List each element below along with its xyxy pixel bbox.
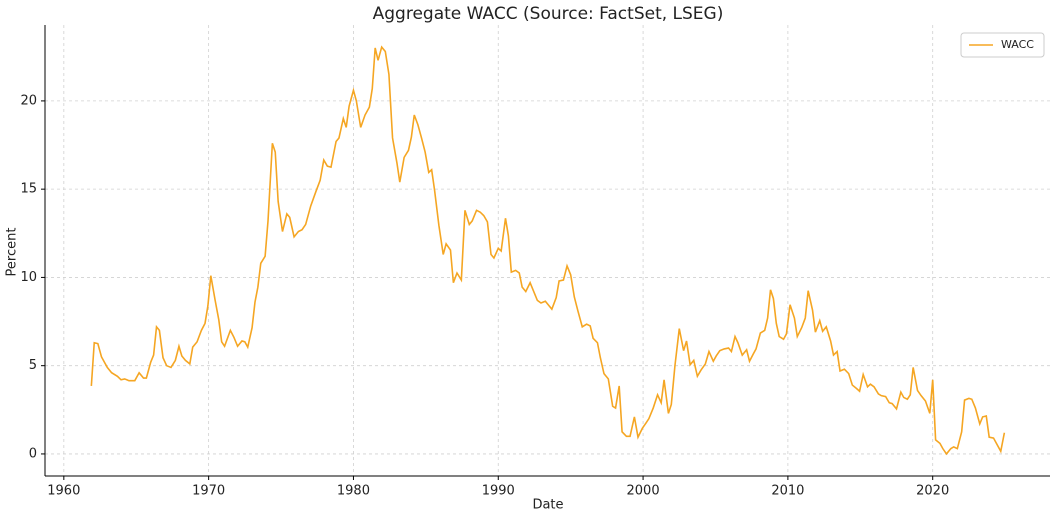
y-tick-label: 0 [29, 446, 37, 461]
x-tick-label: 1960 [47, 484, 80, 499]
y-axis-label: Percent [5, 228, 20, 277]
x-axis-label: Date [532, 498, 563, 512]
chart-title: Aggregate WACC (Source: FactSet, LSEG) [373, 4, 724, 24]
x-tick-label: 2020 [916, 484, 949, 499]
x-tick-label: 2000 [627, 484, 660, 499]
y-tick-label: 20 [20, 93, 37, 108]
y-tick-label: 15 [20, 182, 37, 197]
legend: WACC [960, 32, 1045, 58]
x-tick-label: 2010 [771, 484, 804, 499]
x-tick-label: 1970 [192, 484, 225, 499]
line-series [90, 45, 1006, 456]
y-tick-label: 10 [20, 270, 37, 285]
legend-label: WACC [1001, 38, 1034, 51]
y-tick-label: 5 [29, 358, 37, 373]
x-tick-label: 1980 [337, 484, 370, 499]
legend-box [960, 32, 1045, 58]
x-tick-label: 1990 [482, 484, 515, 499]
